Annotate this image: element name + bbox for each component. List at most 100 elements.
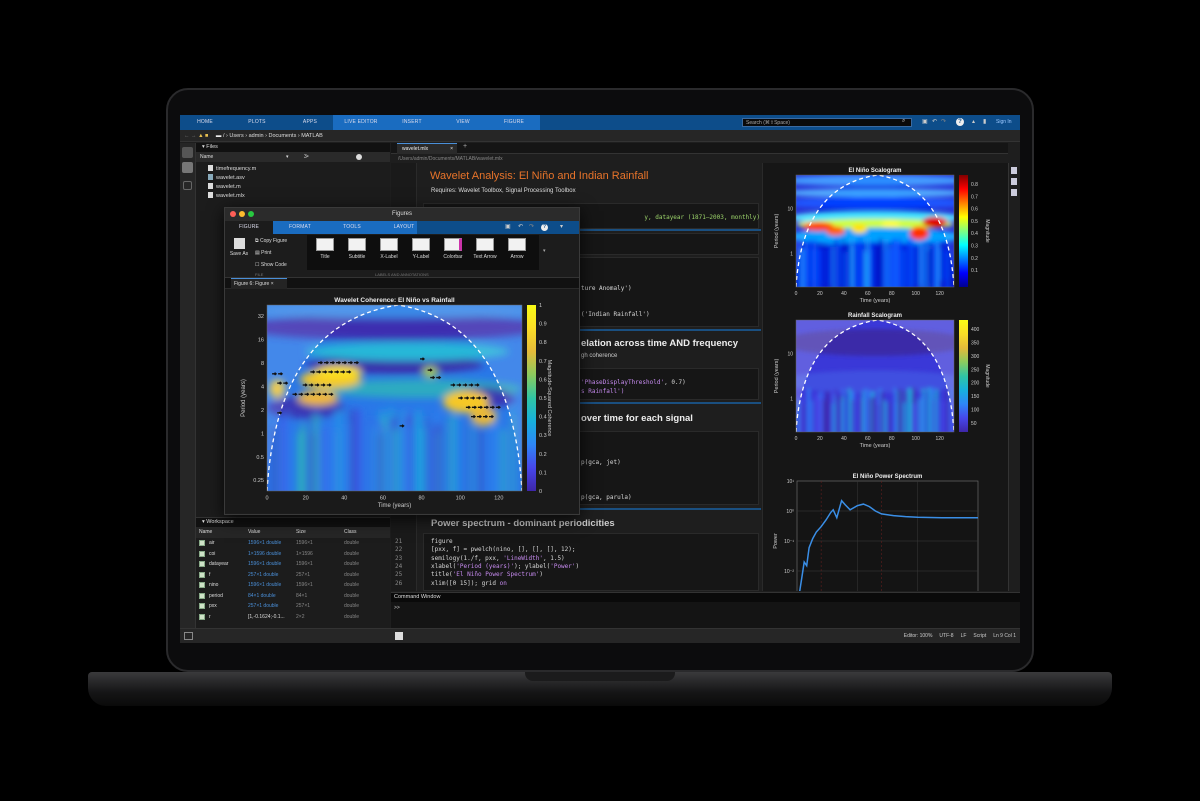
gallery-y-label-button[interactable]: Y-Label [407, 238, 435, 260]
sign-in-link[interactable]: Sign In [996, 119, 1012, 125]
maximize-window-button[interactable] [248, 211, 254, 217]
tab-figure[interactable]: FIGURE [503, 119, 525, 125]
show-code-checkbox[interactable]: ☐ Show Code [255, 262, 287, 268]
output-right-icon[interactable] [1011, 178, 1017, 185]
figures-titlebar[interactable]: Figures [225, 208, 579, 221]
gallery-text-arrow-button[interactable]: Text Arrow [471, 238, 499, 260]
close-tab-icon[interactable]: × [450, 146, 453, 152]
search-icon[interactable]: ⌕ [902, 118, 906, 124]
file-item[interactable]: wavelet.asv [208, 174, 390, 183]
undo-icon[interactable]: ↶ [932, 119, 938, 125]
gallery-expand-icon[interactable]: ▾ [543, 248, 546, 254]
fig-help-icon[interactable]: ? [541, 224, 548, 231]
redo-icon[interactable]: ↷ [941, 119, 947, 125]
file-item[interactable]: wavelet.mlx [208, 192, 390, 201]
command-window[interactable]: Command Window >> [391, 592, 1020, 628]
fig-redo-icon[interactable]: ↷ [529, 224, 535, 230]
status-item[interactable]: LF [960, 633, 967, 639]
forward-icon[interactable]: → [191, 133, 197, 139]
help-icon[interactable]: ? [956, 118, 964, 126]
workspace-row[interactable]: coi 1×1596 double 1×1596 double [196, 549, 390, 560]
power-spectrum[interactable]: 05101510¹10⁰10⁻¹10⁻²10⁻³El Niño Power Sp… [763, 453, 1009, 591]
lock-icon[interactable]: ▮ [983, 119, 987, 125]
search-input[interactable]: Search (⌘⇧Space) [742, 118, 912, 127]
gallery-subtitle-button[interactable]: Subtitle [343, 238, 371, 260]
path-matlab[interactable]: MATLAB [301, 133, 323, 139]
coherence-plot[interactable]: 1 0.9 0.8 0.7 0.6 0.5 0.4 0.3 0.2 0.1 0 Magnitude-S… [225, 289, 579, 513]
status-item[interactable]: Script [973, 633, 987, 639]
folder-up-icon[interactable]: ▲ [198, 133, 204, 139]
workspace-row[interactable]: pxx 257×1 double 257×1 double [196, 601, 390, 612]
rainfall-scalogram[interactable]: 400 350 300 250 200 150 100 50 Magnitude 0 20 40 60 8… [763, 308, 1009, 453]
editor-tab-wavelet[interactable]: wavelet.mlx × [397, 143, 457, 154]
save-as-button[interactable]: Save As [229, 238, 249, 257]
path-documents[interactable]: Documents [268, 133, 297, 139]
files-column-header[interactable]: Name ▾ 3ᵉ [196, 152, 390, 162]
col-class[interactable]: Class [344, 529, 357, 535]
tab-live-editor[interactable]: LIVE EDITOR [344, 119, 378, 125]
save-icon[interactable]: ▣ [922, 119, 928, 125]
path-users[interactable]: Users [229, 133, 244, 139]
layout-icon[interactable] [184, 632, 193, 640]
fig-save-icon[interactable]: ▣ [505, 224, 511, 230]
tab-plots[interactable]: PLOTS [248, 119, 266, 125]
tab-view[interactable]: VIEW [456, 119, 470, 125]
file-item[interactable]: timefrequency.m [208, 165, 390, 174]
workspace-row[interactable]: f 257×1 double 257×1 double [196, 570, 390, 581]
fig-pin-icon[interactable]: ▾ [560, 224, 564, 230]
gallery-x-label-button[interactable]: X-Label [375, 238, 403, 260]
code-line[interactable]: 26 xlim([0 15]); grid on [395, 580, 755, 587]
tab-apps[interactable]: APPS [302, 119, 318, 125]
addons-icon[interactable] [183, 181, 192, 190]
fig-tab-tools[interactable]: TOOLS [343, 224, 361, 230]
gallery-arrow-button[interactable]: Arrow [503, 238, 531, 260]
figure-tab[interactable]: Figure 6: Figure × [231, 278, 287, 289]
col-value[interactable]: Value [248, 529, 261, 535]
colorbar[interactable] [959, 320, 968, 432]
path-root[interactable]: / [222, 133, 225, 139]
tab-insert[interactable]: INSERT [402, 119, 422, 125]
colorbar[interactable] [959, 175, 968, 287]
fig-tab-format[interactable]: FORMAT [289, 224, 311, 230]
path-admin[interactable]: admin [248, 133, 264, 139]
output-inline-icon[interactable] [1011, 167, 1017, 174]
tab-home[interactable]: HOME [197, 119, 213, 125]
print-button[interactable]: ▤ Print [255, 250, 272, 256]
code-line[interactable]: 24 xlabel('Period (years)'); ylabel('Powe… [395, 563, 755, 570]
workspace-panel-icon[interactable] [182, 162, 193, 173]
new-tab-icon[interactable]: + [463, 143, 468, 150]
nino-scalogram[interactable]: 0.8 0.7 0.6 0.5 0.4 0.3 0.2 0.1 Magnitude 0 20 40 60… [763, 163, 1009, 308]
code-line[interactable]: 25 title('El Niño Power Spectrum') [395, 571, 755, 578]
hide-code-icon[interactable] [1011, 189, 1017, 196]
col-name[interactable]: Name [199, 529, 213, 535]
sort-icon[interactable]: ▾ [286, 154, 289, 160]
file-item[interactable]: wavelet.m [208, 183, 390, 192]
copy-figure-button[interactable]: ⧉ Copy Figure [255, 238, 288, 244]
status-item[interactable]: UTF-8 [939, 633, 954, 639]
minimize-window-button[interactable] [239, 211, 245, 217]
column-type-icon[interactable]: 3ᵉ [304, 154, 309, 160]
workspace-row[interactable]: nino 1596×1 double 1596×1 double [196, 580, 390, 591]
code-line[interactable]: 23 semilogy(1./f, pxx, 'LineWidth', 1.5) [395, 555, 755, 562]
column-name[interactable]: Name [200, 154, 214, 160]
files-panel-icon[interactable] [182, 147, 193, 158]
status-item[interactable]: Ln 9 Col 1 [993, 633, 1016, 639]
status-item[interactable]: Editor: 100% [903, 633, 933, 639]
notification-icon[interactable]: ▴ [972, 119, 976, 125]
fig-undo-icon[interactable]: ↶ [518, 224, 524, 230]
editor-icon[interactable] [395, 632, 403, 640]
close-window-button[interactable] [230, 211, 236, 217]
workspace-row[interactable]: period 84×1 double 84×1 double [196, 591, 390, 602]
command-prompt[interactable]: >> [394, 605, 400, 611]
code-block-6[interactable] [423, 533, 759, 591]
workspace-row[interactable]: r [1,-0.1624;-0.1... 2×2 double [196, 612, 390, 623]
fig-tab-figure[interactable]: FIGURE [225, 221, 273, 234]
gallery-title-button[interactable]: Title [311, 238, 339, 260]
code-line[interactable]: 21 figure [395, 538, 755, 545]
close-figure-tab-icon[interactable]: × [270, 281, 274, 287]
colorbar[interactable] [527, 305, 536, 491]
workspace-row[interactable]: air 1596×1 double 1596×1 double [196, 538, 390, 549]
info-icon[interactable] [356, 154, 362, 160]
browse-folder-icon[interactable]: ■ [205, 133, 209, 139]
back-icon[interactable]: ← [184, 133, 190, 139]
